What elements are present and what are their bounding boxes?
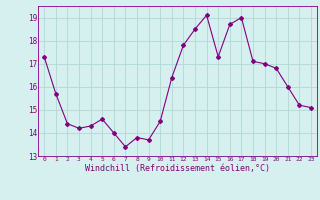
X-axis label: Windchill (Refroidissement éolien,°C): Windchill (Refroidissement éolien,°C): [85, 164, 270, 173]
